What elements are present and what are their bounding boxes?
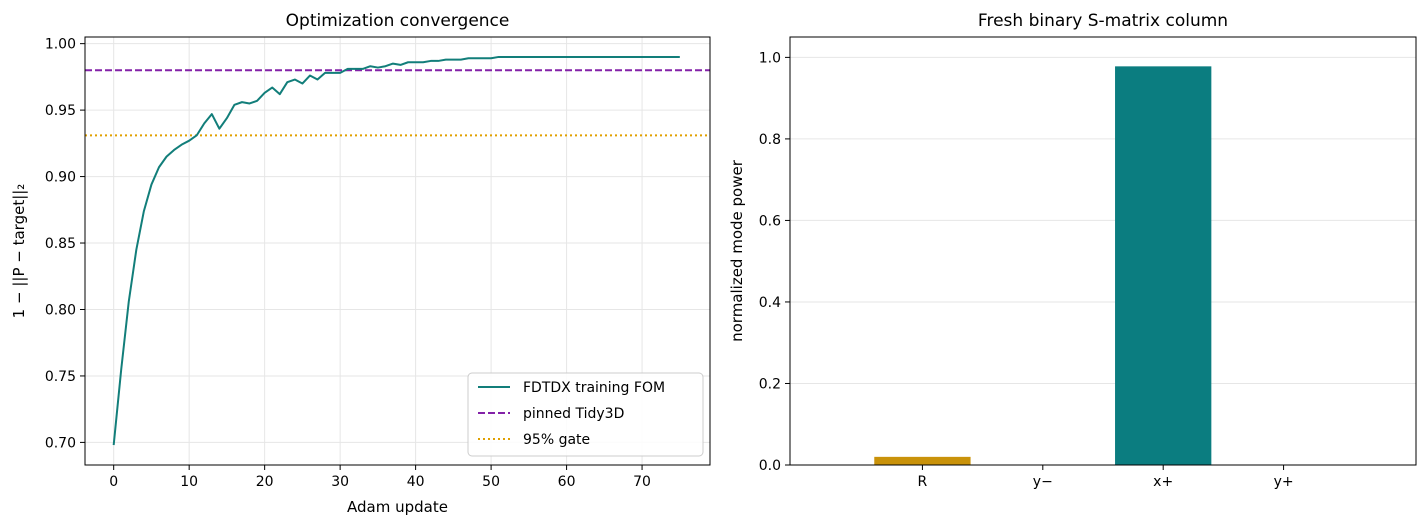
right-x-tick-label: x+ bbox=[1153, 474, 1173, 490]
right-y-tick-label: 1.0 bbox=[759, 50, 781, 66]
series-line-training bbox=[112, 55, 680, 446]
left-y-axis-label: 1 − ||P − target||₂ bbox=[10, 184, 28, 319]
left-y-tick-label: 0.70 bbox=[45, 435, 76, 451]
right-x-tick-label: R bbox=[918, 474, 928, 490]
right-ticks: 0.0 0.2 0.4 0.6 0.8 1.0 R y− x+ y+ bbox=[759, 50, 1294, 490]
left-chart-title: Optimization convergence bbox=[286, 11, 510, 31]
left-y-tick-label: 0.75 bbox=[45, 369, 76, 385]
s-matrix-chart: 0.0 0.2 0.4 0.6 0.8 1.0 R y− x+ y+ Fresh binary S… bbox=[728, 11, 1417, 490]
bar-2 bbox=[1115, 66, 1212, 465]
legend-box bbox=[467, 372, 704, 457]
right-x-tick-label: y− bbox=[1033, 474, 1053, 490]
left-x-axis-label: Adam update bbox=[347, 498, 448, 516]
left-y-tick-label: 1.00 bbox=[45, 37, 76, 53]
right-chart-title: Fresh binary S-matrix column bbox=[978, 11, 1228, 31]
left-x-tick-label: 10 bbox=[180, 474, 198, 490]
right-marks bbox=[874, 66, 1212, 465]
right-y-tick-label: 0.0 bbox=[759, 458, 781, 474]
convergence-chart: 0 10 20 30 40 50 60 70 0.70 0.75 0.80 0.85 0.90 0.95 1… bbox=[10, 11, 711, 516]
left-marks bbox=[85, 55, 710, 446]
right-x-tick-label: y+ bbox=[1274, 474, 1294, 490]
left-x-tick-label: 30 bbox=[331, 474, 349, 490]
right-y-axis-label: normalized mode power bbox=[728, 159, 746, 342]
bar-0 bbox=[874, 456, 971, 465]
left-x-tick-label: 40 bbox=[407, 474, 425, 490]
right-y-tick-label: 0.6 bbox=[759, 213, 781, 229]
right-grid bbox=[790, 56, 1416, 466]
left-ticks: 0 10 20 30 40 50 60 70 0.70 0.75 0.80 0.85 0.90 0.95 1… bbox=[45, 37, 651, 490]
legend-label-training: FDTDX training FOM bbox=[523, 380, 665, 396]
left-y-tick-label: 0.90 bbox=[45, 170, 76, 186]
left-x-tick-label: 20 bbox=[256, 474, 274, 490]
legend: FDTDX training FOM pinned Tidy3D 95% gat… bbox=[467, 372, 704, 457]
left-x-tick-label: 50 bbox=[482, 474, 500, 490]
left-y-tick-label: 0.80 bbox=[45, 302, 76, 318]
legend-label-tidy3d: pinned Tidy3D bbox=[523, 406, 624, 422]
left-grid bbox=[85, 37, 710, 465]
left-y-tick-label: 0.85 bbox=[45, 236, 76, 252]
left-x-tick-label: 0 bbox=[109, 474, 118, 490]
legend-label-gate: 95% gate bbox=[523, 432, 590, 448]
right-y-tick-label: 0.8 bbox=[759, 132, 781, 148]
left-x-tick-label: 60 bbox=[558, 474, 576, 490]
right-y-tick-label: 0.2 bbox=[759, 376, 781, 392]
left-x-tick-label: 70 bbox=[633, 474, 651, 490]
left-axes-frame bbox=[84, 36, 711, 466]
right-axes-frame bbox=[789, 36, 1417, 466]
left-y-tick-label: 0.95 bbox=[45, 103, 76, 119]
right-y-tick-label: 0.4 bbox=[759, 295, 781, 311]
